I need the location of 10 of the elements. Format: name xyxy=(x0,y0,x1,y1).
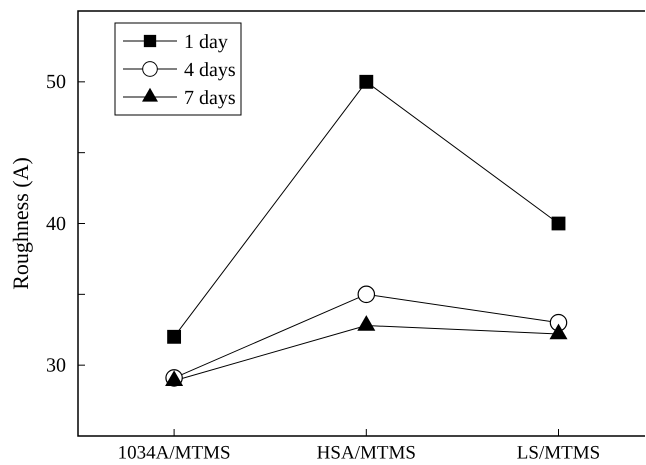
y-tick-label: 40 xyxy=(46,212,66,235)
x-tick-label: LS/MTMS xyxy=(516,442,600,464)
x-tick-label: HSA/MTMS xyxy=(316,442,416,464)
x-tick-label: 1034A/MTMS xyxy=(118,442,231,464)
y-tick-label: 50 xyxy=(46,71,66,94)
legend-label: 4 days xyxy=(184,59,236,81)
y-axis-title: Roughness (A) xyxy=(8,157,33,290)
legend-label: 1 day xyxy=(184,31,228,53)
legend-label: 7 days xyxy=(184,87,236,109)
y-tick-label: 30 xyxy=(46,354,66,377)
